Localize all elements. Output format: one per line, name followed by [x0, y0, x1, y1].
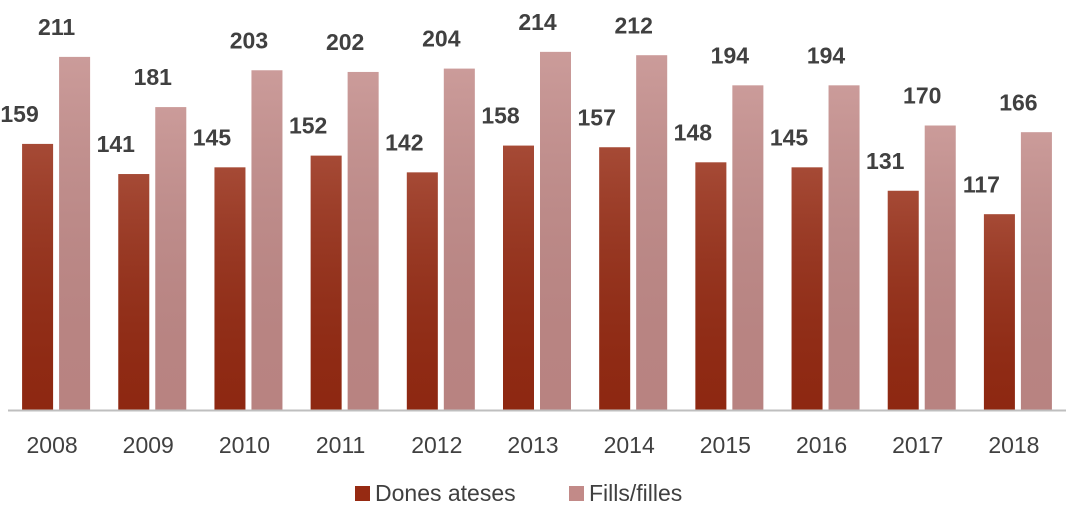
bar-shade	[443, 68, 475, 410]
value-label: 142	[385, 129, 423, 155]
value-label: 204	[422, 26, 461, 52]
value-label: 194	[807, 42, 846, 68]
bar-shade	[887, 190, 919, 410]
legend-swatch	[569, 486, 584, 501]
value-label: 158	[481, 103, 520, 129]
x-tick-label: 2016	[796, 432, 847, 458]
value-label: 214	[518, 9, 557, 35]
value-label: 181	[134, 64, 173, 90]
x-tick-label: 2008	[27, 432, 78, 458]
value-label: 202	[326, 29, 364, 55]
value-label: 152	[289, 113, 327, 139]
bar-shade	[347, 71, 379, 411]
legend-label: Dones ateses	[375, 480, 516, 506]
bar-shade	[155, 107, 187, 410]
value-label: 194	[711, 42, 750, 68]
bar-shade	[118, 174, 150, 410]
value-label: 148	[674, 119, 713, 145]
x-tick-label: 2010	[219, 432, 270, 458]
bar-shade	[636, 55, 668, 411]
value-label: 166	[999, 89, 1037, 115]
bar-shade	[406, 172, 438, 410]
bar-shade	[695, 162, 727, 410]
x-tick-label: 2009	[123, 432, 174, 458]
x-tick-label: 2012	[411, 432, 462, 458]
bar-shade	[599, 147, 631, 410]
x-tick-label: 2017	[892, 432, 943, 458]
bar-shade	[828, 85, 860, 411]
bar-shade	[1020, 132, 1052, 410]
value-label: 212	[614, 12, 652, 38]
bar-shade	[251, 70, 283, 411]
value-label: 145	[193, 124, 232, 150]
x-tick-label: 2013	[507, 432, 558, 458]
bar-shade	[214, 167, 246, 410]
bar-shade	[983, 214, 1015, 410]
value-label: 157	[577, 104, 615, 130]
value-label: 141	[97, 131, 136, 157]
bar-shade	[924, 125, 956, 411]
value-label: 203	[230, 27, 268, 53]
legend-label: Fills/filles	[589, 480, 682, 506]
value-label: 117	[963, 171, 1000, 197]
bar-shade	[732, 85, 764, 411]
value-label: 170	[903, 83, 941, 109]
value-label: 211	[38, 14, 75, 40]
x-tick-label: 2011	[316, 432, 365, 458]
bar-shade	[22, 143, 54, 410]
value-label: 145	[770, 124, 809, 150]
bar-shade	[59, 56, 91, 411]
bar-shade	[503, 145, 534, 410]
x-tick-label: 2018	[988, 432, 1039, 458]
bar-shade	[540, 51, 571, 410]
bar-shade	[310, 155, 342, 410]
legend-swatch	[355, 486, 370, 501]
value-label: 159	[0, 101, 38, 127]
bar-shade	[791, 167, 823, 410]
x-tick-label: 2014	[604, 432, 655, 458]
plot-area	[22, 51, 1052, 411]
value-label: 131	[866, 148, 905, 174]
x-tick-label: 2015	[700, 432, 751, 458]
